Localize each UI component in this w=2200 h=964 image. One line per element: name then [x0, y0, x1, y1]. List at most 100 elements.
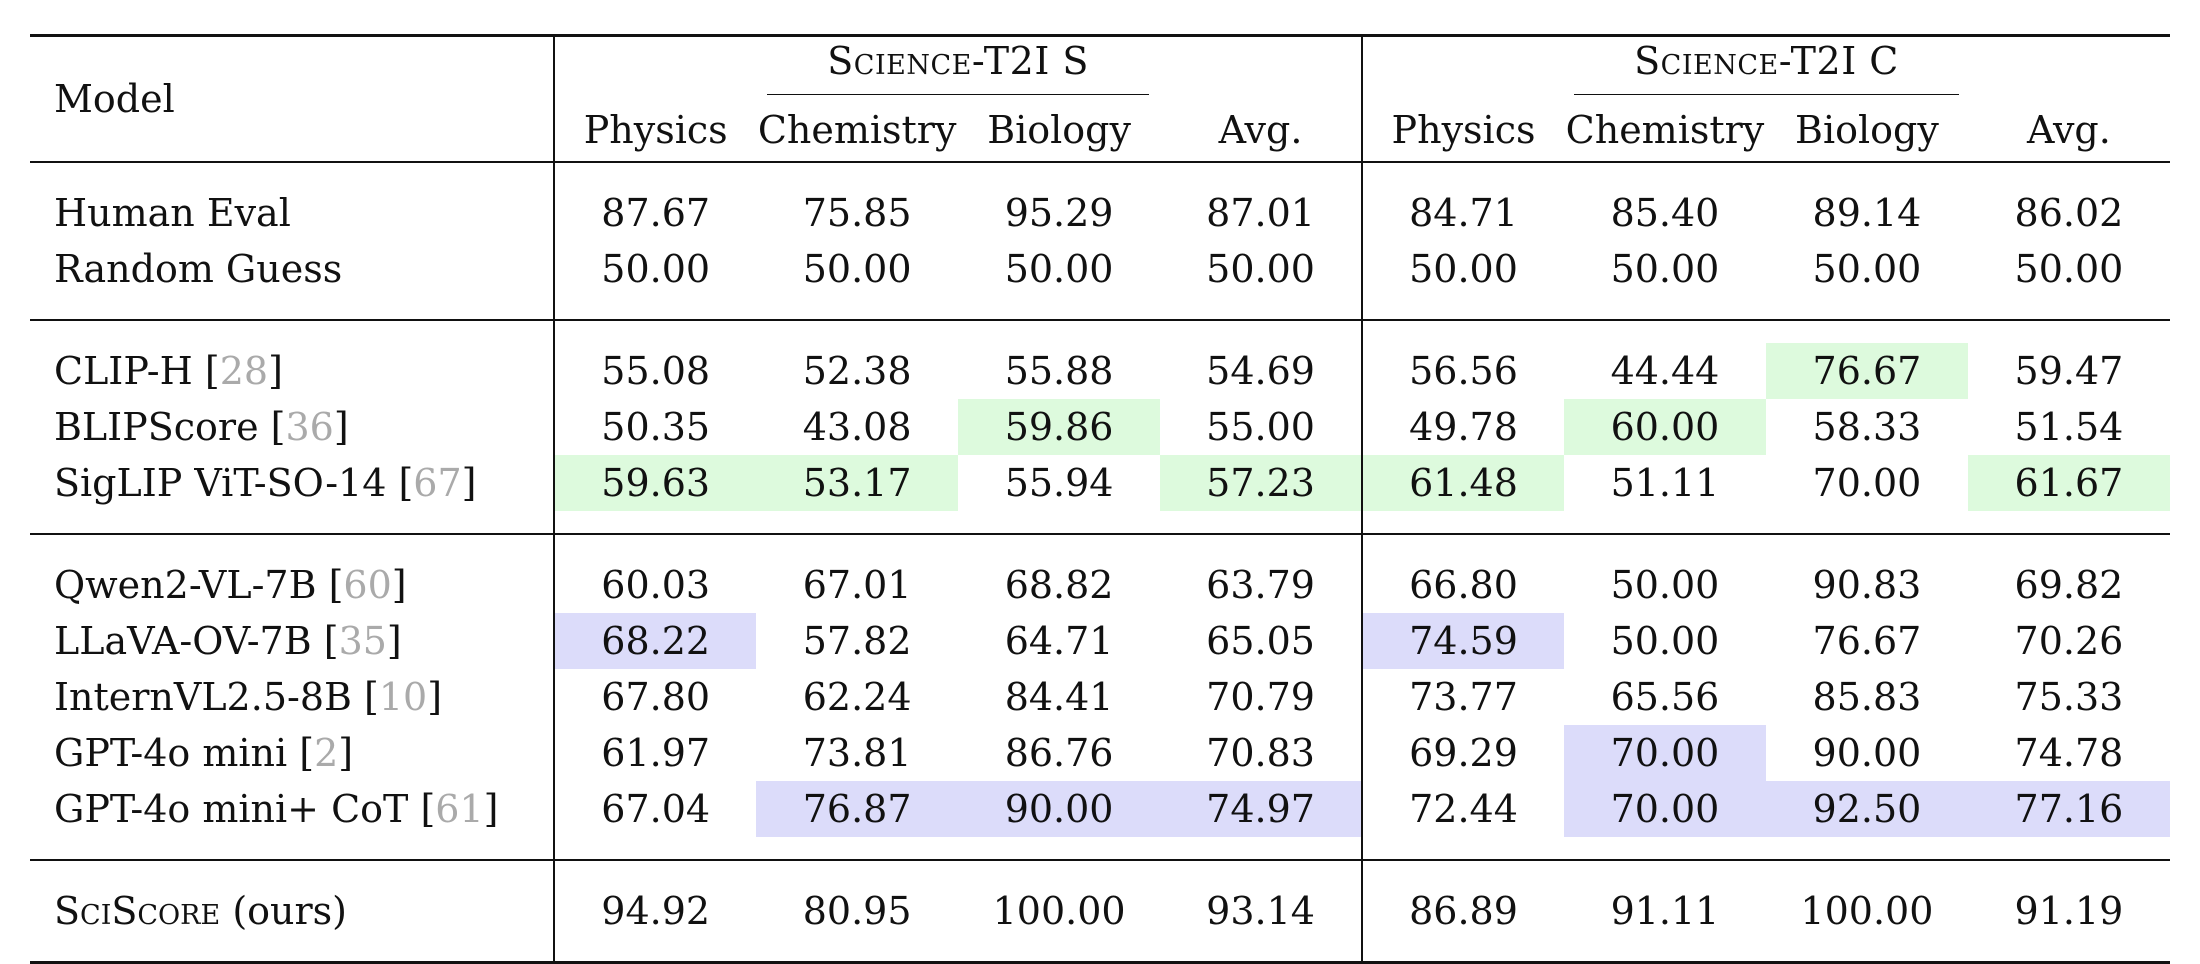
- score-cell: 84.41: [1004, 675, 1114, 719]
- score-cell: 86.76: [1004, 731, 1114, 775]
- score-cell: 90.83: [1812, 563, 1922, 607]
- score-cell: 56.56: [1361, 343, 1564, 399]
- model-name: SciScore (ours): [54, 889, 347, 933]
- score-cell: 65.56: [1610, 675, 1720, 719]
- score-cell: 50.00: [1610, 247, 1720, 291]
- citation-ref[interactable]: 35: [338, 619, 387, 663]
- subheader-biology: Biology: [1795, 108, 1939, 152]
- citation-ref[interactable]: 28: [219, 349, 269, 393]
- score-cell: 76.67: [1812, 619, 1922, 663]
- score-cell: 87.01: [1206, 191, 1315, 235]
- table-row: Qwen2-VL-7B [60] 60.03 67.01 68.82 63.79…: [30, 557, 2170, 613]
- score-cell-highlighted: 92.50: [1765, 781, 1968, 837]
- score-cell: 50.00: [802, 247, 912, 291]
- score-cell: 69.82: [2014, 563, 2124, 607]
- citation-ref[interactable]: 2: [314, 731, 339, 775]
- score-cell: 50.00: [553, 241, 757, 297]
- model-name: GPT-4o mini [2]: [54, 731, 354, 775]
- subheader-biology: Biology: [987, 108, 1131, 152]
- model-name: Human Eval: [54, 191, 291, 235]
- table-row: CLIP-H [28] 55.08 52.38 55.88 54.69 56.5…: [30, 343, 2170, 399]
- score-cell: 74.78: [2014, 731, 2124, 775]
- score-cell: 69.29: [1361, 725, 1564, 781]
- score-cell-highlighted: 70.00: [1563, 725, 1766, 781]
- score-cell: 44.44: [1610, 349, 1720, 393]
- score-cell: 90.00: [1812, 731, 1922, 775]
- score-cell-highlighted: 59.86: [958, 399, 1161, 455]
- score-cell: 70.00: [1812, 461, 1922, 505]
- score-cell: 64.71: [1004, 619, 1114, 663]
- score-cell: 70.79: [1206, 675, 1315, 719]
- score-cell-highlighted: 61.48: [1361, 455, 1564, 511]
- table-row: GPT-4o mini+ CoT [61] 67.04 76.87 90.00 …: [30, 781, 2170, 837]
- score-cell: 87.67: [553, 185, 757, 241]
- score-cell: 50.00: [1610, 619, 1720, 663]
- score-cell: 50.35: [553, 399, 757, 455]
- score-cell-best: 80.95: [802, 889, 912, 933]
- score-cell-best: 91.19: [2014, 889, 2124, 933]
- table-row: SigLIP ViT-SO-14 [67] 59.63 53.17 55.94 …: [30, 455, 2170, 511]
- subheader-chemistry: Chemistry: [757, 108, 957, 152]
- subheader-avg: Avg.: [1218, 108, 1303, 152]
- score-cell: 65.05: [1206, 619, 1315, 663]
- model-name: BLIPScore [36]: [54, 405, 349, 449]
- citation-ref[interactable]: 60: [343, 563, 392, 607]
- score-cell-highlighted: 59.63: [553, 455, 757, 511]
- score-cell-highlighted: 57.23: [1160, 455, 1363, 511]
- score-cell: 50.00: [1206, 247, 1315, 291]
- score-cell-highlighted: 76.67: [1765, 343, 1968, 399]
- table-row: BLIPScore [36] 50.35 43.08 59.86 55.00 4…: [30, 399, 2170, 455]
- score-cell: 68.82: [1004, 563, 1114, 607]
- score-cell-best: 86.89: [1361, 883, 1564, 939]
- model-name: GPT-4o mini+ CoT [61]: [54, 787, 499, 831]
- score-cell-best: 100.00: [992, 889, 1126, 933]
- score-cell: 50.00: [1610, 563, 1720, 607]
- score-cell: 75.33: [2014, 675, 2124, 719]
- model-name: CLIP-H [28]: [54, 349, 283, 393]
- score-cell: 58.33: [1812, 405, 1922, 449]
- score-cell: 62.24: [802, 675, 912, 719]
- score-cell-highlighted: 53.17: [756, 455, 959, 511]
- score-cell: 50.00: [1361, 241, 1564, 297]
- citation-ref[interactable]: 61: [435, 787, 484, 831]
- score-cell: 75.85: [802, 191, 912, 235]
- score-cell-best: 93.14: [1206, 889, 1315, 933]
- score-cell: 54.69: [1206, 349, 1315, 393]
- subheader-avg: Avg.: [2027, 108, 2111, 152]
- score-cell: 55.94: [1004, 461, 1114, 505]
- score-cell-highlighted: 77.16: [1967, 781, 2170, 837]
- citation-ref[interactable]: 10: [378, 675, 428, 719]
- model-name: LLaVA-OV-7B [35]: [54, 619, 402, 663]
- citation-ref[interactable]: 67: [413, 461, 462, 505]
- score-cell-best: 91.11: [1610, 889, 1720, 933]
- score-cell: 52.38: [802, 349, 912, 393]
- score-cell: 61.97: [553, 725, 757, 781]
- citation-ref[interactable]: 36: [285, 405, 334, 449]
- subheader-chemistry: Chemistry: [1565, 108, 1765, 152]
- model-name: Qwen2-VL-7B [60]: [54, 563, 407, 607]
- score-cell: 70.26: [2014, 619, 2124, 663]
- score-cell-highlighted: 76.87: [756, 781, 959, 837]
- score-cell: 49.78: [1361, 399, 1564, 455]
- subheader-physics: Physics: [553, 99, 757, 162]
- score-cell: 66.80: [1361, 557, 1564, 613]
- model-name: SigLIP ViT-SO-14 [67]: [54, 461, 477, 505]
- score-cell: 51.11: [1610, 461, 1720, 505]
- score-cell: 57.82: [802, 619, 912, 663]
- header-row-groups: Model Science-T2I S Science-T2I C: [30, 35, 2170, 118]
- score-cell: 67.01: [802, 563, 912, 607]
- table-row: Human Eval 87.67 75.85 95.29 87.01 84.71…: [30, 185, 2170, 241]
- group-header-science-t2i-c: Science-T2I C: [1361, 35, 2170, 99]
- score-cell: 63.79: [1206, 563, 1315, 607]
- results-table-figure: Model Science-T2I S Science-T2I C Physic…: [30, 35, 2170, 963]
- score-cell: 89.14: [1812, 191, 1922, 235]
- model-column-header: Model: [54, 77, 175, 121]
- score-cell: 72.44: [1361, 781, 1564, 837]
- results-table: Model Science-T2I S Science-T2I C Physic…: [30, 34, 2170, 964]
- score-cell: 50.00: [1812, 247, 1922, 291]
- score-cell-highlighted: 74.97: [1160, 781, 1363, 837]
- score-cell: 86.02: [2014, 191, 2124, 235]
- header-row-subcolumns: Physics Chemistry Biology Avg. Physics C…: [30, 99, 2170, 162]
- score-cell: 84.71: [1361, 185, 1564, 241]
- score-cell: 67.80: [553, 669, 757, 725]
